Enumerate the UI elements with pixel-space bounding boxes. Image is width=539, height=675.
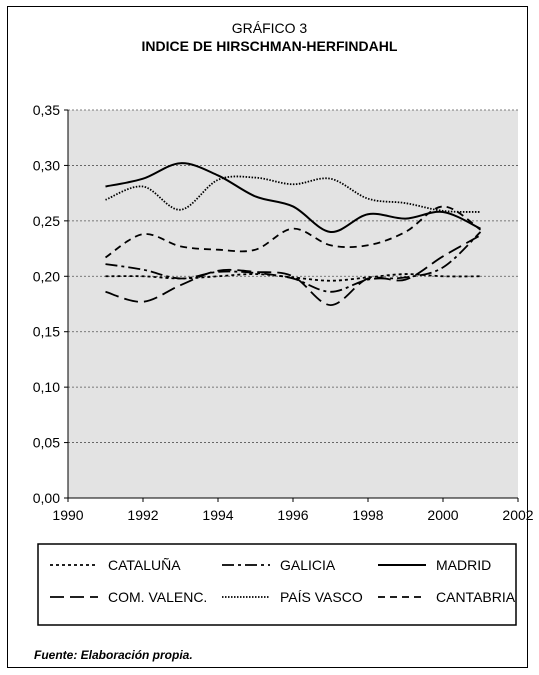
series-line-pais-vasco xyxy=(105,175,481,213)
y-tick-label: 0,05 xyxy=(33,435,60,451)
chart-title: INDICE DE HIRSCHMAN-HERFINDAHL xyxy=(141,38,398,54)
y-tick-label: 0,20 xyxy=(33,268,60,284)
series-line-cantabria xyxy=(105,205,482,259)
y-tick-label: 0,30 xyxy=(33,157,60,173)
x-tick-label: 2002 xyxy=(502,507,533,523)
legend-label: GALICIA xyxy=(280,557,336,573)
legend-label: COM. VALENC. xyxy=(108,589,207,605)
x-tick-label: 1990 xyxy=(52,507,83,523)
x-tick-label: 1996 xyxy=(277,507,308,523)
legend-label: CANTABRIA xyxy=(436,589,516,605)
legend-label: CATALUÑA xyxy=(108,557,181,573)
y-tick-label: 0,15 xyxy=(33,324,60,340)
y-tick-label: 0,25 xyxy=(33,213,60,229)
series-line-madrid xyxy=(105,162,481,233)
series-line-cataluna xyxy=(105,273,481,282)
x-tick-label: 1994 xyxy=(202,507,233,523)
x-tick-label: 2000 xyxy=(427,507,458,523)
series-line-galicia xyxy=(105,231,482,293)
y-tick-label: 0,10 xyxy=(33,379,60,395)
chart-supertitle: GRÁFICO 3 xyxy=(231,20,308,36)
y-tick-label: 0,00 xyxy=(33,490,60,506)
source-note: Fuente: Elaboración propia. xyxy=(34,648,193,662)
legend-label: PAÍS VASCO xyxy=(280,589,363,605)
legend xyxy=(37,543,517,626)
series-line-com-valenc xyxy=(105,234,481,307)
legend-label: MADRID xyxy=(436,557,491,573)
plot-area xyxy=(68,110,518,498)
x-tick-label: 1992 xyxy=(127,507,158,523)
x-tick-label: 1998 xyxy=(352,507,383,523)
y-tick-label: 0,35 xyxy=(33,102,60,118)
chart-frame xyxy=(7,6,528,668)
